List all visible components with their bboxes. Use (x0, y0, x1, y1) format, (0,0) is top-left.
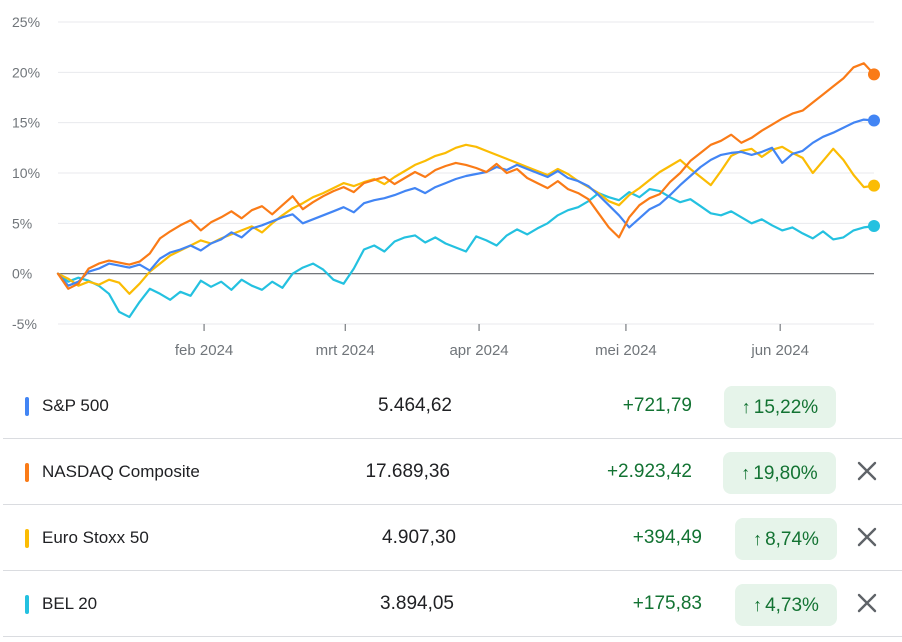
index-name: NASDAQ Composite (42, 462, 200, 481)
arrow-up-icon: ↑ (741, 463, 751, 483)
close-icon (857, 527, 877, 547)
index-price: 4.907,30 (382, 527, 456, 548)
percent-change-value: 15,22% (753, 397, 819, 418)
series-line-bel-20 (56, 188, 876, 319)
index-price: 5.464,62 (378, 395, 452, 416)
comparison-chart: 25% 20% 15% 10% 5% 0% -5% feb 2024 mrt 2024 apr 2… (12, 14, 880, 359)
close-icon (857, 461, 877, 481)
index-change: +2.923,42 (606, 461, 692, 482)
index-price: 3.894,05 (380, 593, 454, 614)
index-row-bel20[interactable]: BEL 20 3.894,05 +175,83 ↑ 4,73% (0, 571, 902, 637)
series-color-swatch (25, 463, 29, 482)
percent-change-badge: ↑ 15,22% (724, 386, 836, 428)
arrow-up-icon: ↑ (753, 595, 763, 615)
series-color-swatch (25, 529, 29, 548)
index-row-nasdaq[interactable]: NASDAQ Composite 17.689,36 +2.923,42 ↑ 19… (0, 439, 902, 505)
index-price: 17.689,36 (365, 461, 450, 482)
y-tick-label: 20% (12, 64, 40, 80)
index-row-sp500[interactable]: S&P 500 5.464,62 +721,79 ↑ 15,22% (0, 373, 902, 439)
x-tick-label: feb 2024 (175, 342, 233, 359)
y-tick-label: 10% (12, 165, 40, 181)
percent-change-value: 8,74% (765, 529, 819, 550)
series-line-nasdaq-composite (56, 62, 876, 290)
x-tick-label: mrt 2024 (316, 342, 375, 359)
y-tick-label: 25% (12, 14, 40, 30)
series-color-swatch (25, 397, 29, 416)
x-tick-label: apr 2024 (449, 342, 508, 359)
index-row-eurostoxx[interactable]: Euro Stoxx 50 4.907,30 +394,49 ↑ 8,74% (0, 505, 902, 571)
percent-change-badge: ↑ 4,73% (735, 584, 837, 626)
y-tick-label: 0% (12, 266, 32, 282)
series-color-swatch (25, 595, 29, 614)
index-name: BEL 20 (42, 594, 98, 613)
series-end-marker-euro-stoxx-50 (868, 179, 880, 192)
index-name: S&P 500 (42, 396, 109, 415)
series-line-euro-stoxx-50 (56, 143, 876, 295)
arrow-up-icon: ↑ (753, 529, 763, 549)
index-change: +721,79 (622, 395, 692, 416)
series-end-marker-bel-20 (868, 220, 880, 233)
x-tick-label: jun 2024 (750, 342, 809, 359)
percent-change-value: 4,73% (765, 595, 819, 616)
y-tick-label: -5% (12, 316, 37, 332)
arrow-up-icon: ↑ (741, 397, 751, 417)
remove-index-button[interactable] (852, 456, 882, 486)
remove-index-button[interactable] (852, 522, 882, 552)
row-divider (3, 504, 902, 505)
index-change: +394,49 (632, 527, 702, 548)
percent-change-badge: ↑ 19,80% (723, 452, 836, 494)
close-icon (857, 593, 877, 613)
series-end-marker-nasdaq-composite (868, 68, 880, 81)
series-line-s-p-500 (56, 118, 876, 287)
remove-index-button[interactable] (852, 588, 882, 618)
series-end-marker-s-p-500 (868, 114, 880, 127)
percent-change-badge: ↑ 8,74% (735, 518, 837, 560)
row-divider (3, 438, 902, 439)
index-name: Euro Stoxx 50 (42, 528, 149, 547)
index-change: +175,83 (632, 593, 702, 614)
row-divider (3, 570, 902, 571)
percent-change-value: 19,80% (753, 463, 818, 484)
index-list: S&P 500 5.464,62 +721,79 ↑ 15,22% NASDAQ … (0, 373, 902, 637)
row-divider (3, 636, 902, 637)
y-tick-label: 15% (12, 115, 40, 131)
x-tick-label: mei 2024 (595, 342, 657, 359)
y-tick-label: 5% (12, 215, 32, 231)
